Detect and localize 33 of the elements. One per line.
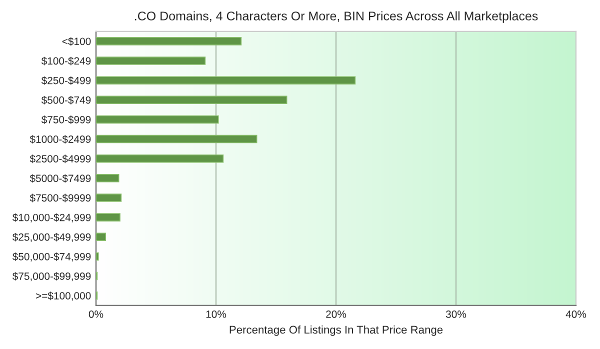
x-axis-title: Percentage Of Listings In That Price Range xyxy=(230,326,443,336)
bar xyxy=(96,56,206,65)
y-tick-label: $250-$499 xyxy=(41,76,91,85)
y-tick-label: $100-$249 xyxy=(41,56,91,66)
bar xyxy=(96,76,356,84)
chart-title: .CO Domains, 4 Characters Or More, BIN Prices Across All Marketplaces xyxy=(135,11,538,23)
bar xyxy=(96,134,258,144)
bar xyxy=(96,252,99,261)
y-tick-label: >=$100,000 xyxy=(36,292,91,301)
y-tick-label: <$100 xyxy=(62,37,91,46)
y-tick-label: $25,000-$49,999 xyxy=(12,232,91,242)
bar xyxy=(96,115,219,124)
bar xyxy=(96,213,120,222)
x-tick-label: 30% xyxy=(446,310,466,318)
y-tick-label: $750-$999 xyxy=(41,116,91,124)
bar xyxy=(96,154,224,163)
bar xyxy=(96,96,288,104)
x-tick-label: 20% xyxy=(326,310,346,318)
y-tick-label: $1000-$2499 xyxy=(30,135,91,144)
y-tick-label: $2500-$4999 xyxy=(30,154,91,164)
y-tick-label: $75,000-$99,999 xyxy=(12,272,91,282)
y-tick-label: $7500-$9999 xyxy=(30,194,91,202)
y-tick-label: $10,000-$24,999 xyxy=(12,213,91,222)
bar xyxy=(96,37,242,46)
x-tick-label: 40% xyxy=(566,310,586,318)
y-tick-label: $500-$749 xyxy=(41,96,91,104)
x-tick-label: 10% xyxy=(206,310,226,318)
x-tick-label: 0% xyxy=(88,310,104,318)
bar xyxy=(96,194,122,202)
bar xyxy=(96,232,106,242)
bar xyxy=(96,174,120,182)
y-tick-label: $5000-$7499 xyxy=(30,174,91,183)
y-tick-label: $50,000-$74,999 xyxy=(12,252,91,262)
